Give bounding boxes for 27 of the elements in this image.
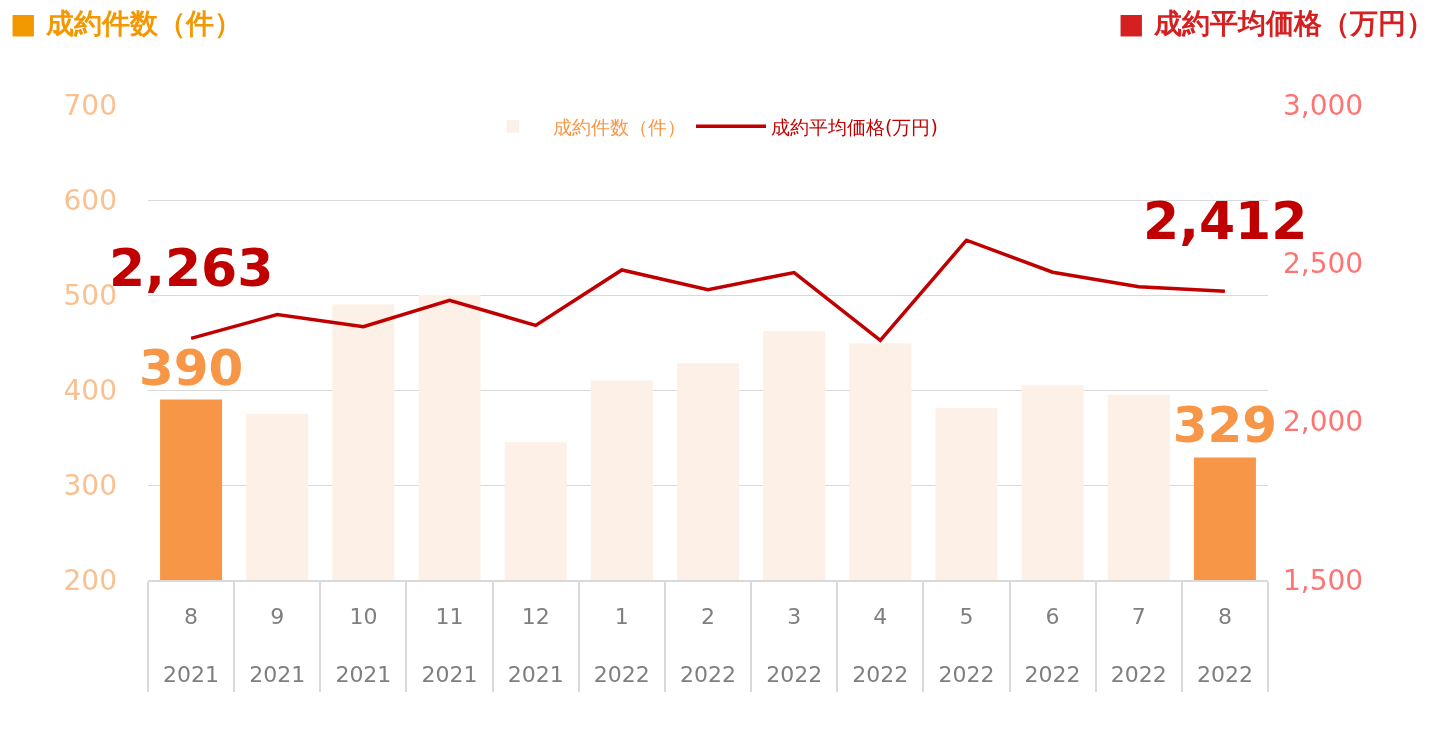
category-label: 8 2021 xyxy=(163,604,220,687)
y-tick-label: 700 xyxy=(63,88,117,122)
category-label: 9 2021 xyxy=(249,604,306,687)
y2-axis-title: ■ 成約平均価格（万円） xyxy=(1118,7,1435,40)
legend-label: 成約平均価格(万円) xyxy=(771,115,938,138)
category-label: 11 2021 xyxy=(421,604,478,687)
y2-tick-label: 2,000 xyxy=(1283,405,1364,439)
y-tick-label: 300 xyxy=(63,468,117,502)
y2-tick-label: 3,000 xyxy=(1283,88,1364,122)
category-label: 12 2021 xyxy=(507,604,564,687)
category-label: 10 2021 xyxy=(335,604,392,687)
y-tick-label: 200 xyxy=(63,563,117,597)
y2-tick-label: 1,500 xyxy=(1283,563,1364,597)
category-label: 4 2022 xyxy=(852,604,909,687)
y-tick-label: 400 xyxy=(63,373,117,407)
category-label: 1 2022 xyxy=(593,604,650,687)
category-label: 6 2022 xyxy=(1024,604,1081,687)
category-label: 5 2022 xyxy=(938,604,995,687)
data-label: 329 xyxy=(1172,396,1278,455)
category-label: 3 2022 xyxy=(766,604,823,687)
category-label: 2 2022 xyxy=(680,604,736,687)
category-label: 8 2022 xyxy=(1196,604,1253,687)
legend-label: 成約件数（件） xyxy=(553,115,686,138)
y-tick-label: 600 xyxy=(63,183,117,217)
y-axis-title: ■ 成約件数（件） xyxy=(10,7,243,40)
data-label: 390 xyxy=(138,338,244,397)
category-label: 7 2022 xyxy=(1110,604,1167,687)
